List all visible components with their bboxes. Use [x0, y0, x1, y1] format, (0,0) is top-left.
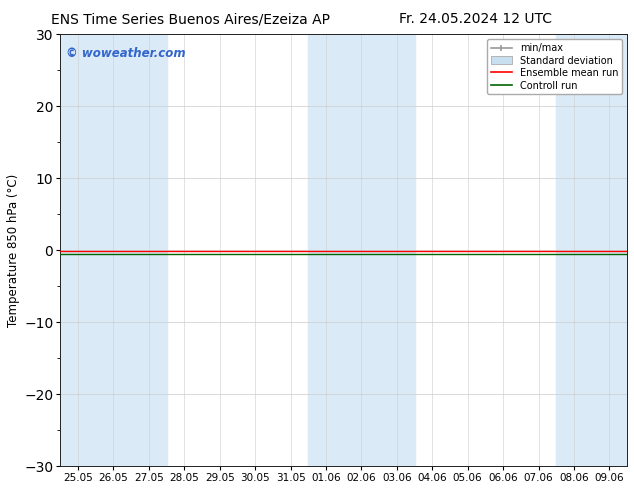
Text: ENS Time Series Buenos Aires/Ezeiza AP: ENS Time Series Buenos Aires/Ezeiza AP	[51, 12, 330, 26]
Bar	[60, 34, 167, 466]
Bar	[308, 34, 415, 466]
Text: © woweather.com: © woweather.com	[66, 48, 186, 60]
Bar	[556, 34, 627, 466]
Y-axis label: Temperature 850 hPa (°C): Temperature 850 hPa (°C)	[7, 173, 20, 327]
Text: Fr. 24.05.2024 12 UTC: Fr. 24.05.2024 12 UTC	[399, 12, 552, 26]
Legend: min/max, Standard deviation, Ensemble mean run, Controll run: min/max, Standard deviation, Ensemble me…	[487, 39, 622, 95]
